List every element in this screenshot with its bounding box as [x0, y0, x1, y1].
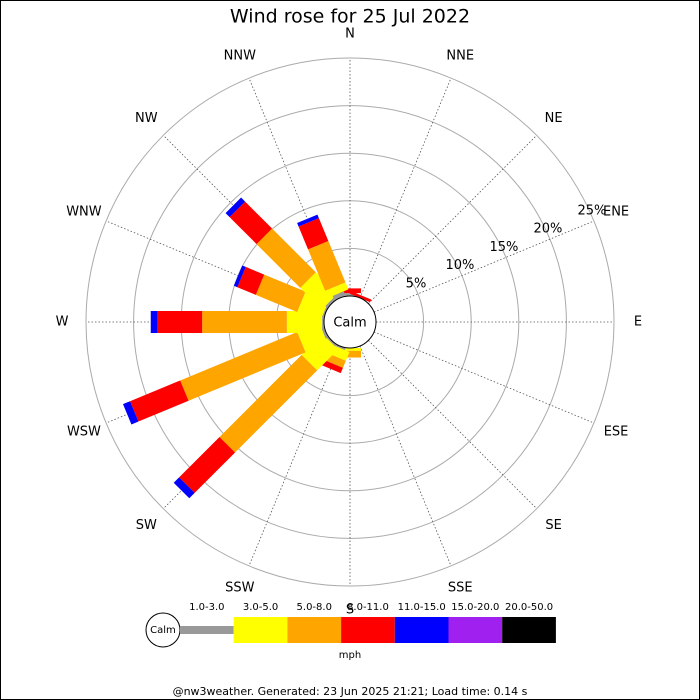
legend-label: 8.0-11.0: [347, 602, 389, 613]
ring-label: 20%: [533, 222, 562, 237]
chart-title: Wind rose for 25 Jul 2022: [230, 6, 470, 28]
bar-segment: [321, 326, 329, 339]
bar-segment: [308, 240, 346, 291]
bar-segment: [300, 272, 338, 310]
bar-segment: [339, 348, 361, 351]
legend-swatch: [502, 617, 556, 643]
direction-label: SW: [136, 518, 157, 533]
legend-swatch: [394, 617, 449, 643]
grid-ring: [85, 57, 615, 587]
bar-segment: [157, 311, 203, 333]
bar-segment: [333, 343, 346, 351]
direction-label: N: [345, 27, 355, 42]
legend-swatch: [341, 617, 395, 643]
bar-segment: [320, 359, 343, 374]
direction-label: NE: [545, 111, 563, 126]
bar-segment: [237, 266, 265, 295]
bar-segment: [255, 274, 306, 313]
legend-label: 15.0-20.0: [451, 602, 499, 613]
bar-segment: [150, 311, 158, 333]
bar-segment: [326, 336, 336, 346]
spoke: [359, 77, 452, 299]
direction-label: ESE: [604, 425, 629, 440]
bar-segment: [122, 401, 139, 425]
ring-label: 10%: [446, 258, 475, 273]
bar-segment: [301, 333, 339, 371]
bar-segment: [219, 354, 318, 453]
legend-label: 1.0-3.0: [189, 602, 224, 613]
spoke: [359, 345, 452, 567]
legend-label: 20.0-50.0: [505, 602, 553, 613]
bar-segment: [339, 288, 361, 294]
direction-label: SSE: [448, 581, 473, 596]
bar-segment: [344, 293, 356, 296]
footer: @nw3weather. Generated: 23 Jun 2025 21:2…: [173, 685, 528, 698]
ring-label: 5%: [406, 276, 427, 291]
bar-segment: [180, 331, 306, 401]
legend-label: 3.0-5.0: [243, 602, 278, 613]
bar-segment: [339, 350, 361, 358]
spoke: [368, 135, 537, 304]
spoke: [373, 331, 595, 424]
direction-label: WNW: [66, 204, 102, 219]
legend-label: 5.0-8.0: [297, 602, 332, 613]
calm-circle: [323, 295, 377, 349]
bar-segment: [233, 265, 246, 288]
legend-calm-label: Calm: [150, 625, 176, 636]
spoke: [373, 220, 595, 313]
ring-label: 15%: [489, 240, 518, 255]
bar-segment: [173, 477, 195, 499]
bar-segment: [322, 316, 325, 328]
direction-label: W: [56, 315, 69, 330]
direction-label: WSW: [67, 425, 101, 440]
bar-segment: [349, 291, 372, 303]
legend-swatch: [448, 617, 503, 643]
direction-label: SSW: [225, 581, 255, 596]
legend-swatch: [287, 617, 342, 643]
bar-segment: [256, 228, 316, 288]
ring-label: 25%: [577, 203, 606, 218]
bar-segment: [298, 218, 329, 250]
bar-segment: [202, 311, 287, 333]
bar-segment: [297, 214, 319, 227]
spoke: [248, 345, 341, 567]
unit-label: mph: [339, 650, 361, 661]
bar-segment: [179, 436, 236, 493]
direction-label: SE: [545, 518, 561, 533]
direction-label: NNE: [446, 48, 474, 63]
legend-label: 11.0-15.0: [398, 602, 446, 613]
bar-segment: [325, 282, 349, 298]
direction-label: S: [346, 603, 354, 618]
bar-segment: [321, 305, 329, 318]
direction-label: E: [634, 315, 642, 330]
direction-label: NNW: [224, 48, 256, 63]
bar-segment: [229, 201, 273, 245]
bar-segment: [325, 297, 336, 308]
legend-swatch: [180, 626, 234, 634]
legend-swatch: [233, 617, 288, 643]
bar-segment: [130, 380, 189, 422]
bar-segment: [332, 291, 346, 301]
calm-label: Calm: [333, 316, 366, 331]
bar-segment: [225, 197, 246, 218]
direction-label: ENE: [603, 204, 629, 219]
spoke: [368, 340, 537, 509]
direction-label: NW: [135, 111, 158, 126]
